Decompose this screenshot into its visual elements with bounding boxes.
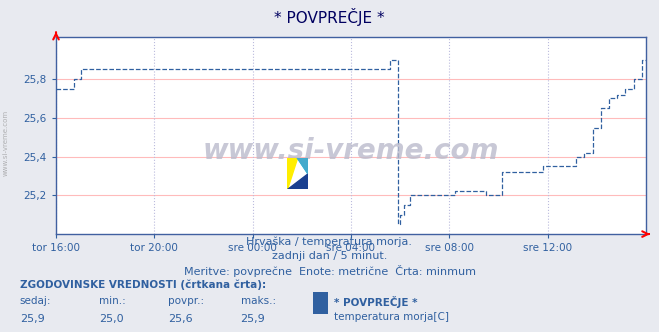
Text: povpr.:: povpr.: [168, 296, 204, 306]
Text: 25,9: 25,9 [241, 314, 266, 324]
Text: ZGODOVINSKE VREDNOSTI (črtkana črta):: ZGODOVINSKE VREDNOSTI (črtkana črta): [20, 280, 266, 290]
Polygon shape [297, 158, 308, 173]
Text: www.si-vreme.com: www.si-vreme.com [2, 110, 9, 176]
Text: * POVPREČJE *: * POVPREČJE * [334, 296, 418, 308]
Text: zadnji dan / 5 minut.: zadnji dan / 5 minut. [272, 251, 387, 261]
Text: maks.:: maks.: [241, 296, 275, 306]
Text: 25,6: 25,6 [168, 314, 192, 324]
Text: Meritve: povprečne  Enote: metrične  Črta: minmum: Meritve: povprečne Enote: metrične Črta:… [183, 265, 476, 277]
Text: www.si-vreme.com: www.si-vreme.com [203, 137, 499, 165]
Text: temperatura morja[C]: temperatura morja[C] [334, 312, 449, 322]
Text: min.:: min.: [99, 296, 126, 306]
Text: 25,9: 25,9 [20, 314, 45, 324]
Text: * POVPREČJE *: * POVPREČJE * [274, 8, 385, 26]
Polygon shape [287, 158, 297, 189]
Text: sedaj:: sedaj: [20, 296, 51, 306]
Text: 25,0: 25,0 [99, 314, 123, 324]
Polygon shape [287, 173, 308, 189]
Text: Hrvaška / temperatura morja.: Hrvaška / temperatura morja. [246, 236, 413, 247]
Polygon shape [297, 158, 308, 173]
